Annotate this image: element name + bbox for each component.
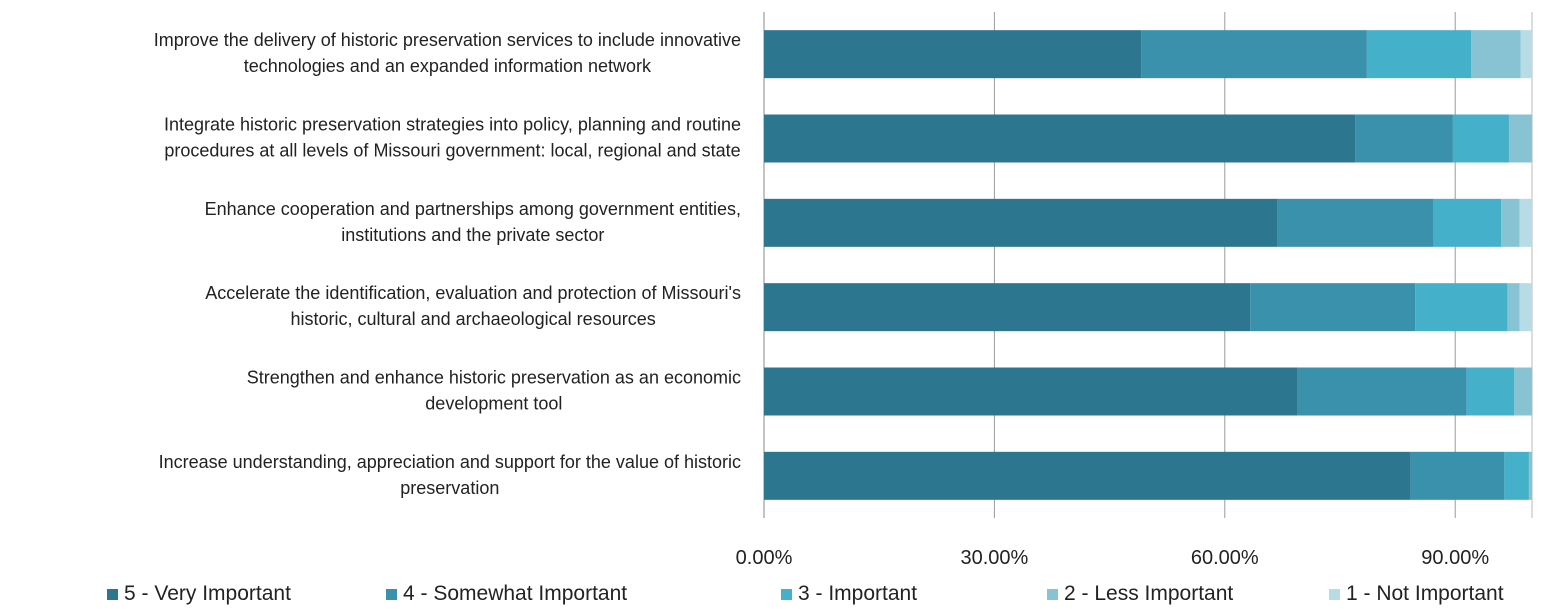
- bar-segment: [1466, 367, 1515, 416]
- bar-segment: [1519, 283, 1532, 332]
- category-label: preservation: [400, 478, 499, 498]
- category-label: Enhance cooperation and partnerships amo…: [205, 199, 741, 219]
- bar-segment: [764, 451, 1411, 500]
- legend-swatch: [1047, 588, 1058, 600]
- bar-segment: [1520, 30, 1532, 79]
- legend-item-important: 3 - Important: [781, 582, 917, 606]
- category-label: historic, cultural and archaeological re…: [291, 309, 656, 329]
- category-label: Integrate historic preservation strategi…: [164, 115, 741, 135]
- category-label: Improve the delivery of historic preserv…: [154, 30, 741, 50]
- bar-segment: [1501, 198, 1520, 247]
- bar-segment: [1277, 198, 1434, 247]
- legend-label: 3 - Important: [798, 582, 918, 605]
- bar-segment: [764, 30, 1142, 79]
- category-label: Strengthen and enhance historic preserva…: [247, 368, 741, 388]
- bar-segment: [1296, 367, 1467, 416]
- bar-segment: [1471, 30, 1521, 79]
- bar-segment: [1508, 114, 1532, 163]
- category-label: development tool: [425, 394, 562, 414]
- legend-item-somewhat-important: 4 - Somewhat Important: [386, 582, 627, 606]
- gridlines: [763, 12, 1533, 518]
- bar-segment: [1355, 114, 1453, 163]
- bar-segment: [1415, 283, 1508, 332]
- bar-segment: [1514, 367, 1532, 416]
- x-tick-label: 60.00%: [1191, 547, 1259, 569]
- legend-label: 5 - Very Important: [124, 582, 291, 605]
- legend-label: 2 - Less Important: [1064, 582, 1234, 605]
- legend-label: 1 - Not Important: [1346, 582, 1504, 605]
- category-label: technologies and an expanded information…: [244, 56, 652, 76]
- legend-swatch: [107, 588, 118, 600]
- bar-segment: [1141, 30, 1367, 79]
- bar-segment: [1519, 198, 1532, 247]
- legend: 5 - Very Important 4 - Somewhat Importan…: [0, 582, 1551, 609]
- legend-label: 4 - Somewhat Important: [403, 582, 628, 605]
- bars: [764, 30, 1532, 500]
- bar-segment: [1366, 30, 1472, 79]
- bar-segment: [1528, 451, 1532, 500]
- x-tick-label: 30.00%: [960, 547, 1028, 569]
- bar-segment: [764, 114, 1356, 163]
- legend-item-less-important: 2 - Less Important: [1047, 582, 1233, 606]
- legend-swatch: [1329, 588, 1340, 600]
- bar-segment: [1507, 283, 1520, 332]
- legend-item-very-important: 5 - Very Important: [107, 582, 291, 606]
- bar-segment: [764, 367, 1297, 416]
- bar-segment: [1433, 198, 1502, 247]
- bar-segment: [1250, 283, 1416, 332]
- bar-segment: [764, 283, 1251, 332]
- category-labels: Improve the delivery of historic preserv…: [154, 30, 741, 498]
- bar-segment: [1504, 451, 1529, 500]
- x-tick-label: 90.00%: [1421, 547, 1489, 569]
- x-axis-ticks: 0.00% 30.00% 60.00% 90.00%: [736, 547, 1490, 569]
- category-label: procedures at all levels of Missouri gov…: [164, 141, 740, 161]
- x-tick-label: 0.00%: [736, 547, 793, 569]
- legend-swatch: [386, 588, 397, 600]
- bar-segment: [764, 198, 1278, 247]
- stacked-bar-chart: Improve the delivery of historic preserv…: [154, 12, 1533, 569]
- bar-segment: [1452, 114, 1509, 163]
- bar-segment: [1410, 451, 1505, 500]
- legend-swatch: [781, 588, 792, 600]
- legend-item-not-important: 1 - Not Important: [1329, 582, 1504, 606]
- category-label: Accelerate the identification, evaluatio…: [205, 283, 741, 303]
- category-label: institutions and the private sector: [341, 225, 604, 245]
- category-label: Increase understanding, appreciation and…: [159, 452, 741, 472]
